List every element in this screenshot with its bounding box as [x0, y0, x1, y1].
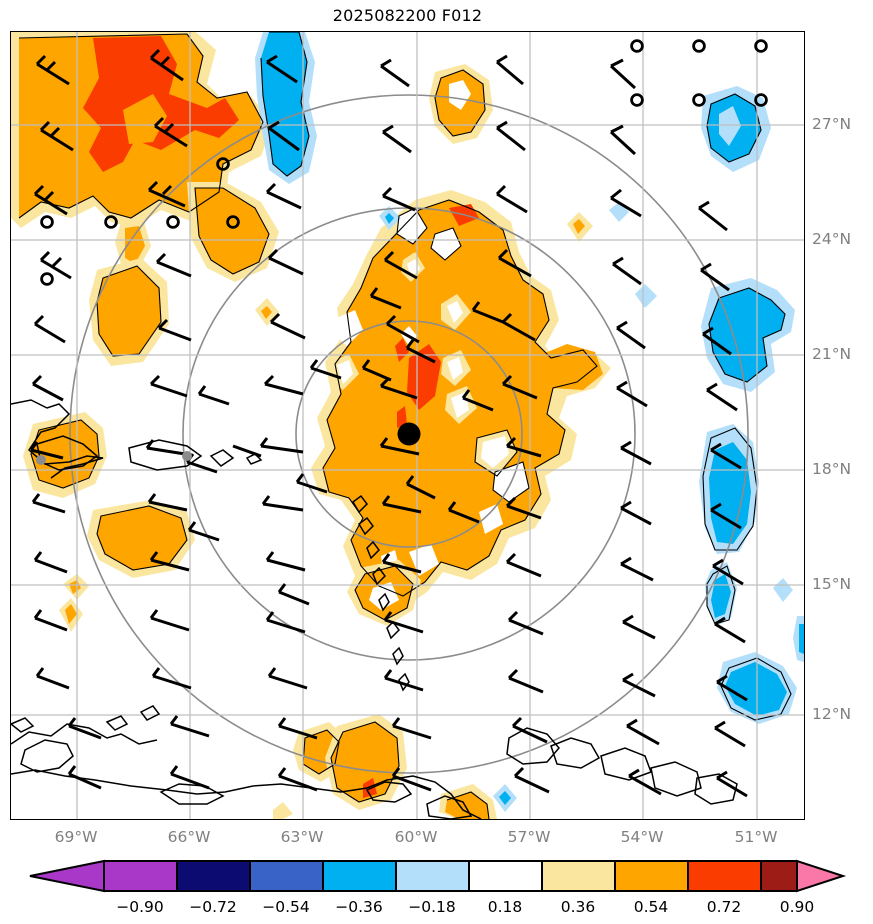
y-tick-label: 24°N: [812, 230, 852, 248]
colorbar-swatches: [29, 859, 847, 893]
wind-barbs: [29, 48, 748, 798]
map-canvas: [11, 32, 804, 819]
coastlines: [11, 399, 738, 819]
y-tick-label: 21°N: [812, 345, 852, 363]
y-tick-label: 27°N: [812, 115, 852, 133]
x-tick-label: 57°W: [507, 828, 551, 846]
colorbar-tick-label: −0.18: [408, 898, 456, 916]
colorbar-tick-label: −0.36: [335, 898, 383, 916]
y-tick-label: 12°N: [812, 705, 852, 723]
storm-center-marker: [397, 422, 421, 446]
map-panel: [10, 31, 805, 820]
colorbar-tick-label: 0.54: [633, 898, 669, 916]
x-tick-label: 66°W: [167, 828, 211, 846]
coastal-node-dots: [36, 451, 192, 465]
colorbar-tick-label: −0.54: [262, 898, 310, 916]
calm-wind-circles: [40, 39, 768, 286]
colorbar-tick-label: 0.36: [560, 898, 596, 916]
x-tick-label: 63°W: [280, 828, 324, 846]
y-tick-label: 15°N: [812, 575, 852, 593]
x-tick-label: 51°W: [734, 828, 778, 846]
colorbar: −0.90 −0.72 −0.54 −0.36 −0.18 0.18 0.36 …: [0, 858, 873, 924]
colorbar-tick-label: −0.72: [189, 898, 237, 916]
y-tick-label: 18°N: [812, 460, 852, 478]
colorbar-tick-label: 0.90: [779, 898, 815, 916]
colorbar-tick-label: −0.90: [116, 898, 164, 916]
colorbar-tick-label: 0.18: [487, 898, 523, 916]
page-title: 2025082200 F012: [332, 6, 483, 25]
x-tick-label: 54°W: [620, 828, 664, 846]
colorbar-tick-label: 0.72: [706, 898, 742, 916]
range-rings: [69, 94, 749, 774]
x-tick-label: 60°W: [394, 828, 438, 846]
x-tick-label: 69°W: [54, 828, 98, 846]
